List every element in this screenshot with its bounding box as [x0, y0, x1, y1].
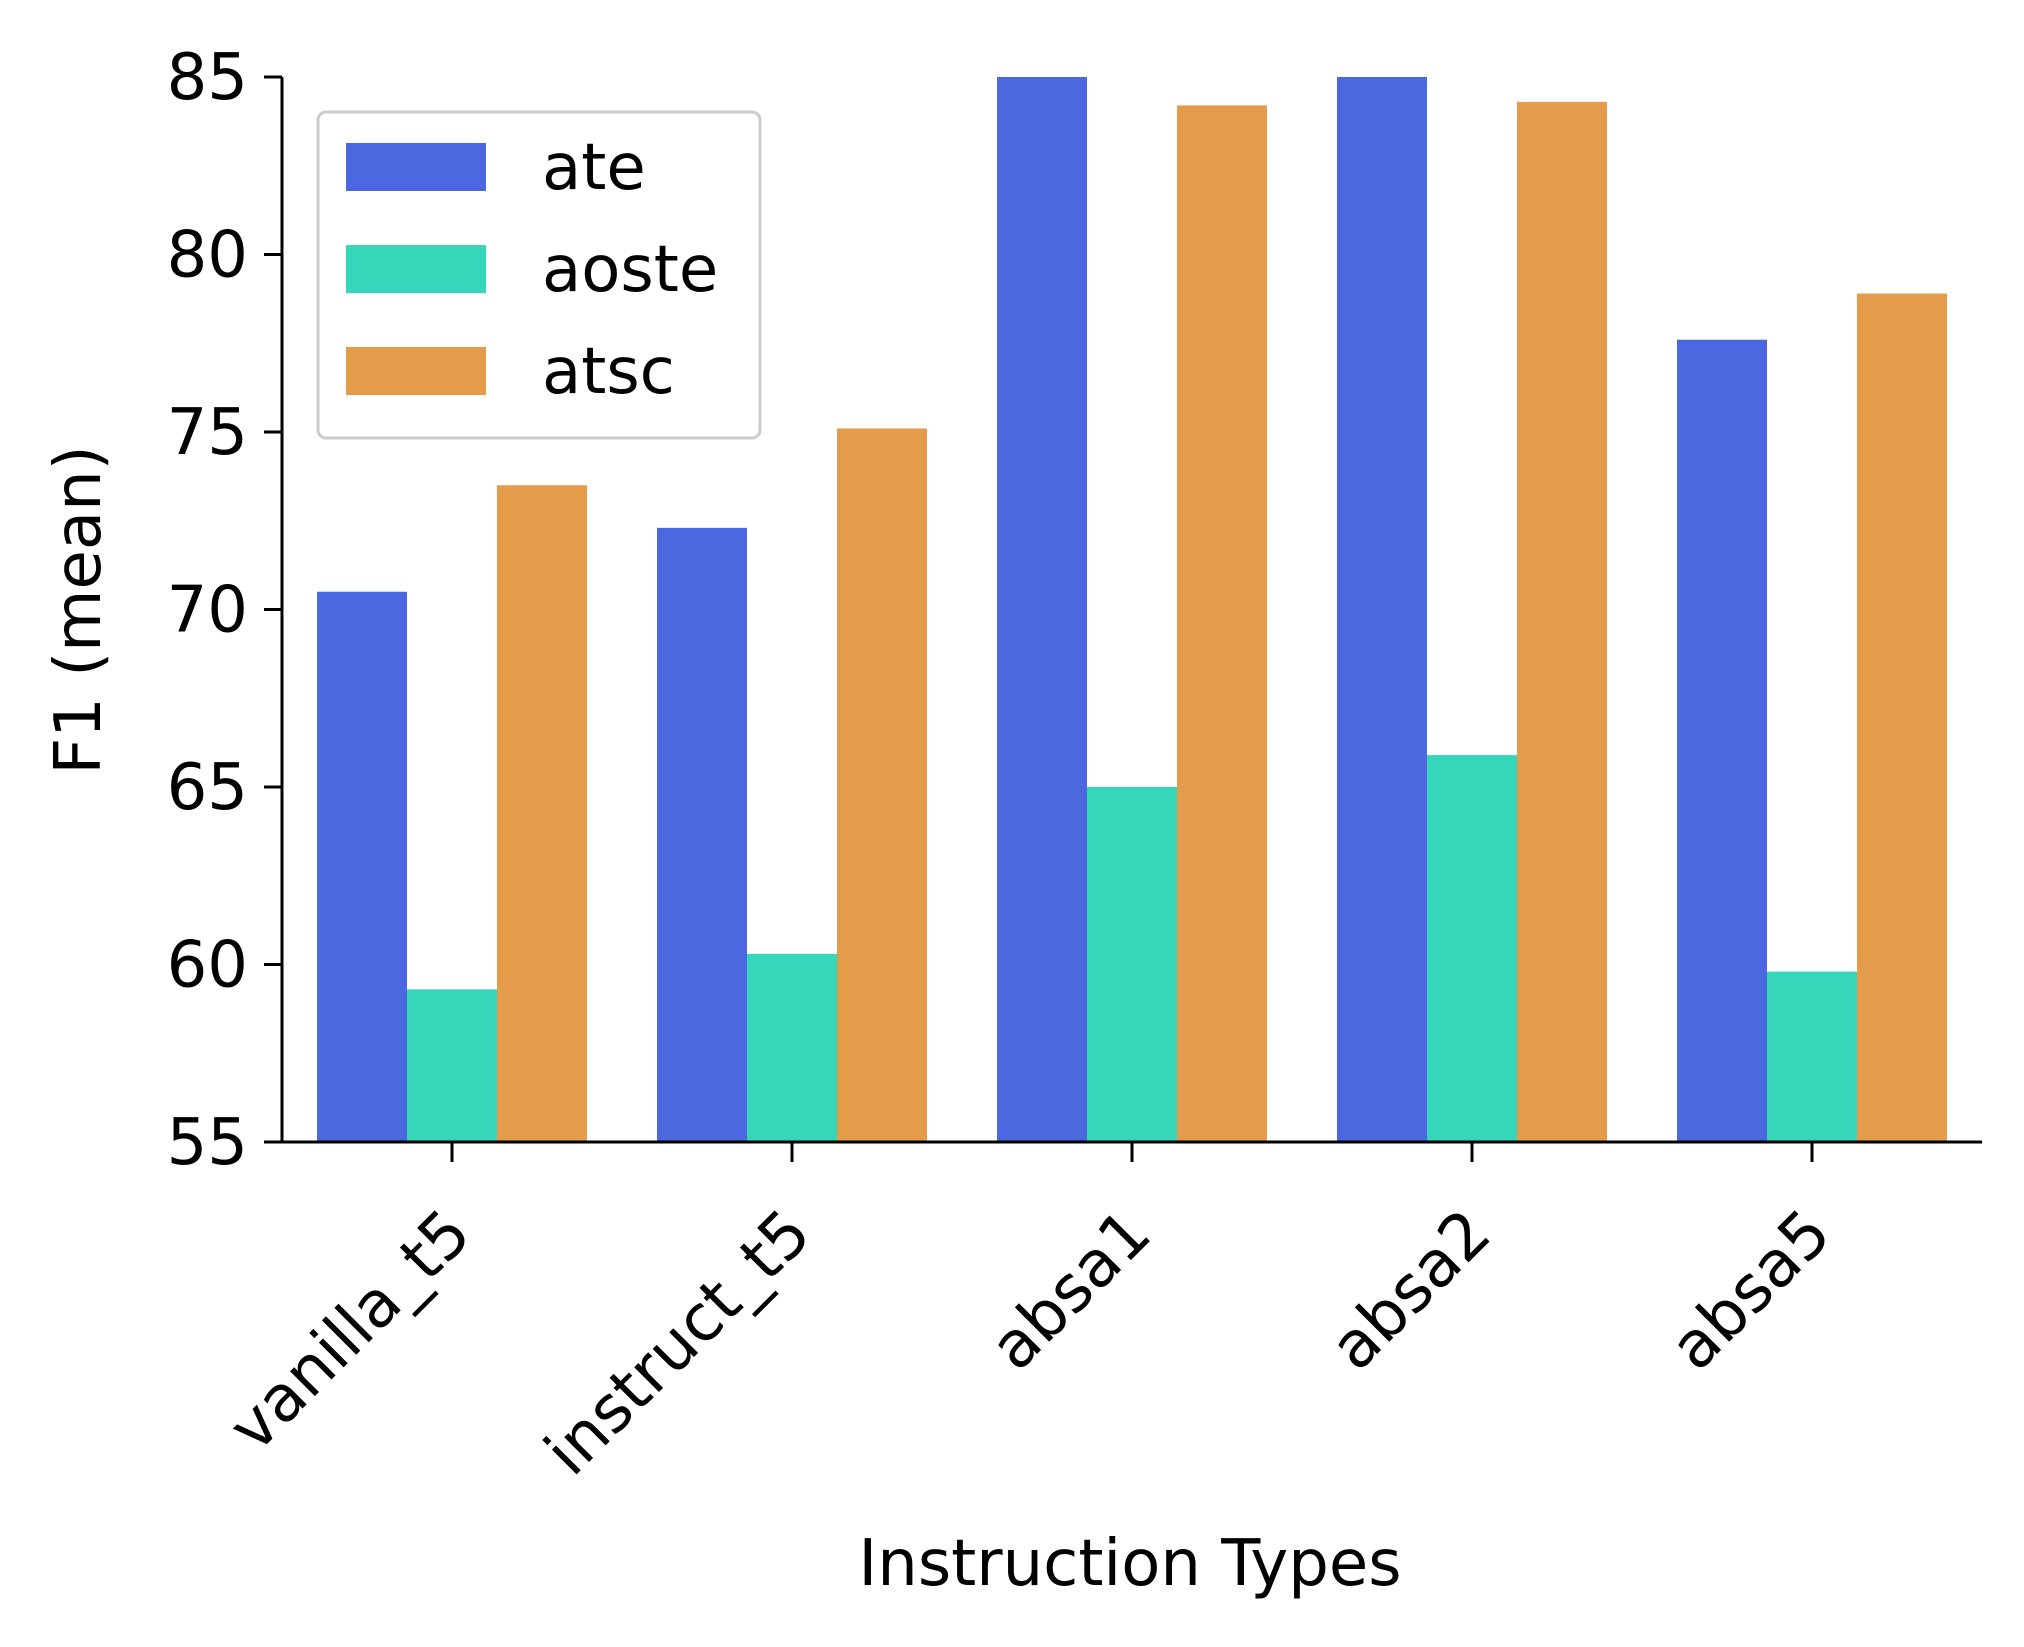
legend-label-aoste: aoste: [542, 233, 718, 307]
x-tick-label-absa2: absa2: [1316, 1196, 1505, 1385]
legend-swatch-ate: [346, 143, 486, 191]
bar-ate-absa5: [1677, 339, 1767, 1142]
bar-atsc-absa2: [1517, 101, 1607, 1143]
legend-swatch-aoste: [346, 245, 486, 293]
bar-ate-instruct_t5: [657, 527, 747, 1142]
x-tick-label-absa5: absa5: [1656, 1196, 1845, 1385]
x-ticks: vanilla_t5 instruct_t5 absa1 absa2 absa5: [215, 1142, 1845, 1490]
legend-label-ate: ate: [542, 131, 646, 205]
x-tick-label-vanilla_t5: vanilla_t5: [215, 1196, 485, 1466]
bars-layer: [317, 77, 1947, 1143]
bar-atsc-absa1: [1177, 105, 1267, 1142]
y-tick-label-85: 85: [167, 41, 248, 115]
bar-ate-absa1: [997, 77, 1087, 1142]
bar-aoste-absa2: [1427, 755, 1517, 1142]
bar-atsc-absa5: [1857, 293, 1947, 1142]
legend-items: ate aoste atsc: [346, 131, 718, 409]
bar-aoste-vanilla_t5: [407, 989, 497, 1142]
y-tick-label-55: 55: [167, 1106, 248, 1180]
x-axis-title: Instruction Types: [858, 1527, 1401, 1601]
y-ticks: 55 60 65 70 75 80 85: [167, 41, 282, 1180]
x-tick-label-absa1: absa1: [976, 1196, 1165, 1385]
bar-ate-vanilla_t5: [317, 591, 407, 1142]
y-tick-label-80: 80: [167, 219, 248, 293]
bar-ate-absa2: [1337, 77, 1427, 1142]
x-tick-label-instruct_t5: instruct_t5: [531, 1196, 825, 1490]
legend: ate aoste atsc: [316, 110, 762, 440]
legend-label-atsc: atsc: [542, 335, 675, 409]
legend-swatch-atsc: [346, 347, 486, 395]
bar-atsc-instruct_t5: [837, 428, 927, 1142]
bar-aoste-absa5: [1767, 971, 1857, 1142]
y-tick-label-60: 60: [167, 929, 248, 1003]
y-tick-label-70: 70: [167, 574, 248, 648]
y-axis-title: F1 (mean): [42, 445, 116, 774]
bar-aoste-instruct_t5: [747, 953, 837, 1142]
bar-aoste-absa1: [1087, 787, 1177, 1142]
bar-atsc-vanilla_t5: [497, 485, 587, 1142]
y-tick-label-65: 65: [167, 751, 248, 825]
y-tick-label-75: 75: [167, 396, 248, 470]
